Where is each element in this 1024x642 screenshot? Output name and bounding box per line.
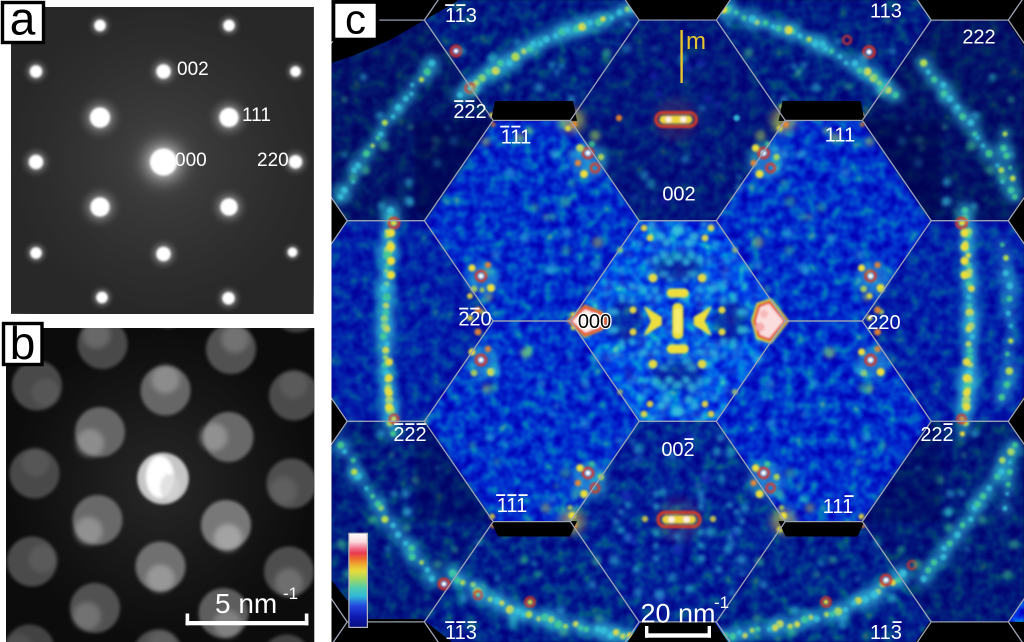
svg-text:111: 111 <box>825 125 855 147</box>
svg-text:220: 220 <box>458 309 491 331</box>
svg-text:220: 220 <box>867 312 900 334</box>
svg-text:222: 222 <box>393 424 426 446</box>
svg-text:111: 111 <box>242 105 271 126</box>
svg-text:000: 000 <box>578 311 611 333</box>
svg-text:111: 111 <box>823 496 853 518</box>
svg-text:m: m <box>686 28 706 55</box>
svg-text:a: a <box>10 0 36 45</box>
svg-text:113: 113 <box>445 5 477 27</box>
svg-text:113: 113 <box>445 622 477 642</box>
svg-text:5 nm: 5 nm <box>215 588 277 619</box>
svg-text:000: 000 <box>175 150 207 171</box>
svg-text:111: 111 <box>501 127 531 149</box>
svg-text:222: 222 <box>962 27 995 49</box>
svg-text:222: 222 <box>453 101 486 123</box>
svg-text:002: 002 <box>661 439 694 461</box>
svg-text:113: 113 <box>870 1 902 23</box>
svg-text:222: 222 <box>920 424 953 446</box>
svg-text:c: c <box>345 0 366 43</box>
svg-text:-1: -1 <box>283 584 298 603</box>
svg-text:b: b <box>10 317 36 369</box>
svg-text:111: 111 <box>497 495 527 517</box>
svg-text:113: 113 <box>870 622 902 642</box>
svg-text:-1: -1 <box>714 593 729 612</box>
svg-text:20 nm: 20 nm <box>641 599 716 629</box>
svg-text:220: 220 <box>257 150 289 171</box>
svg-text:002: 002 <box>177 59 209 80</box>
svg-text:002: 002 <box>662 184 695 206</box>
